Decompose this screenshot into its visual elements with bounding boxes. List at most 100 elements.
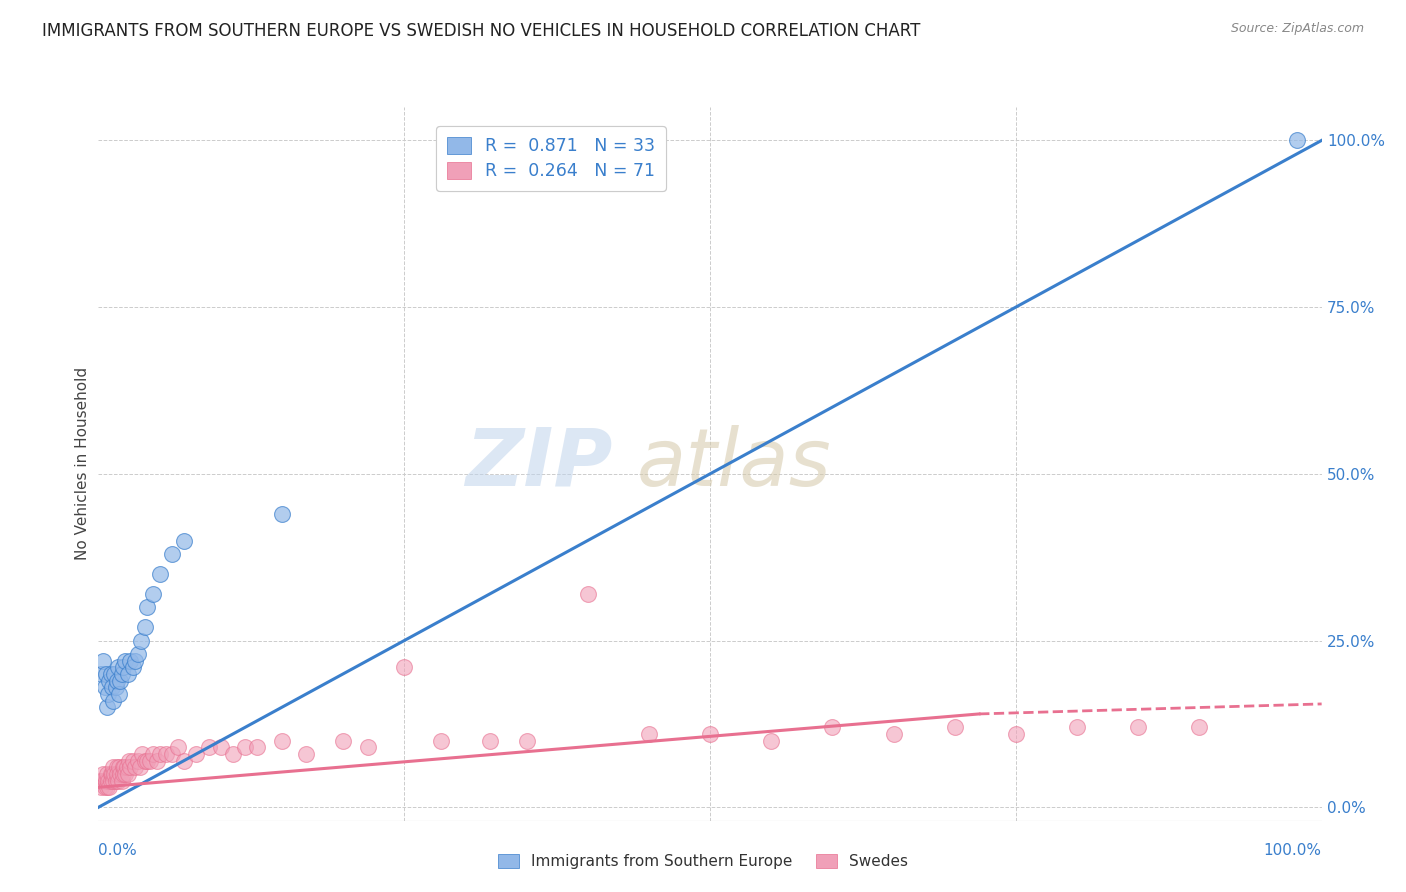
Point — [638, 727, 661, 741]
Point — [96, 767, 118, 781]
Point — [103, 767, 125, 781]
Point — [883, 727, 905, 741]
Point — [142, 747, 165, 761]
Text: 0.0%: 0.0% — [98, 843, 138, 858]
Point — [89, 773, 111, 788]
Point — [105, 767, 128, 781]
Point — [197, 740, 219, 755]
Point — [134, 754, 156, 768]
Point — [118, 754, 141, 768]
Point — [90, 667, 112, 681]
Point — [246, 740, 269, 755]
Text: Source: ZipAtlas.com: Source: ZipAtlas.com — [1230, 22, 1364, 36]
Point — [100, 767, 122, 781]
Text: IMMIGRANTS FROM SOUTHERN EUROPE VS SWEDISH NO VEHICLES IN HOUSEHOLD CORRELATION : IMMIGRANTS FROM SOUTHERN EUROPE VS SWEDI… — [42, 22, 921, 40]
Point — [114, 767, 136, 781]
Point — [120, 654, 142, 668]
Point — [149, 566, 172, 581]
Point — [222, 747, 245, 761]
Point — [94, 667, 117, 681]
Point — [91, 654, 114, 668]
Point — [111, 760, 134, 774]
Legend: Immigrants from Southern Europe, Swedes: Immigrants from Southern Europe, Swedes — [492, 848, 914, 875]
Point — [356, 740, 378, 755]
Point — [761, 733, 783, 747]
Point — [127, 754, 149, 768]
Point — [1286, 133, 1309, 147]
Point — [1066, 720, 1088, 734]
Point — [98, 780, 121, 795]
Text: atlas: atlas — [637, 425, 831, 503]
Point — [160, 747, 183, 761]
Point — [111, 773, 134, 788]
Point — [117, 767, 139, 781]
Point — [332, 733, 354, 747]
Point — [270, 507, 294, 521]
Text: 100.0%: 100.0% — [1264, 843, 1322, 858]
Point — [139, 754, 162, 768]
Point — [114, 654, 136, 668]
Point — [104, 773, 127, 788]
Point — [576, 587, 599, 601]
Point — [478, 733, 501, 747]
Point — [127, 647, 149, 661]
Point — [173, 533, 195, 548]
Point — [146, 754, 169, 768]
Point — [105, 760, 128, 774]
Point — [101, 680, 124, 694]
Point — [160, 547, 183, 561]
Point — [97, 687, 120, 701]
Point — [136, 754, 159, 768]
Point — [103, 667, 125, 681]
Point — [94, 773, 117, 788]
Point — [100, 667, 122, 681]
Point — [117, 667, 139, 681]
Point — [97, 773, 120, 788]
Point — [121, 754, 143, 768]
Point — [1188, 720, 1211, 734]
Point — [120, 760, 142, 774]
Point — [105, 673, 128, 688]
Point — [943, 720, 966, 734]
Point — [186, 747, 208, 761]
Point — [155, 747, 177, 761]
Point — [392, 660, 416, 674]
Point — [121, 660, 143, 674]
Point — [104, 680, 127, 694]
Point — [90, 780, 112, 795]
Legend: R =  0.871   N = 33, R =  0.264   N = 71: R = 0.871 N = 33, R = 0.264 N = 71 — [436, 127, 665, 191]
Point — [515, 733, 537, 747]
Point — [115, 760, 138, 774]
Point — [295, 747, 318, 761]
Point — [129, 760, 152, 774]
Point — [93, 680, 115, 694]
Point — [111, 767, 134, 781]
Point — [1004, 727, 1026, 741]
Point — [1128, 720, 1150, 734]
Point — [124, 760, 146, 774]
Point — [91, 773, 114, 788]
Point — [821, 720, 844, 734]
Point — [101, 693, 124, 707]
Point — [136, 600, 159, 615]
Point — [149, 747, 172, 761]
Point — [209, 740, 232, 755]
Point — [173, 754, 195, 768]
Point — [108, 760, 131, 774]
Point — [112, 760, 135, 774]
Y-axis label: No Vehicles in Household: No Vehicles in Household — [75, 368, 90, 560]
Point — [101, 760, 124, 774]
Point — [96, 780, 118, 795]
Point — [142, 587, 165, 601]
Point — [111, 667, 134, 681]
Point — [108, 687, 131, 701]
Point — [699, 727, 721, 741]
Point — [270, 733, 294, 747]
Point — [101, 773, 124, 788]
Point — [100, 773, 122, 788]
Point — [110, 767, 132, 781]
Point — [134, 620, 156, 634]
Point — [430, 733, 453, 747]
Point — [124, 654, 146, 668]
Point — [233, 740, 256, 755]
